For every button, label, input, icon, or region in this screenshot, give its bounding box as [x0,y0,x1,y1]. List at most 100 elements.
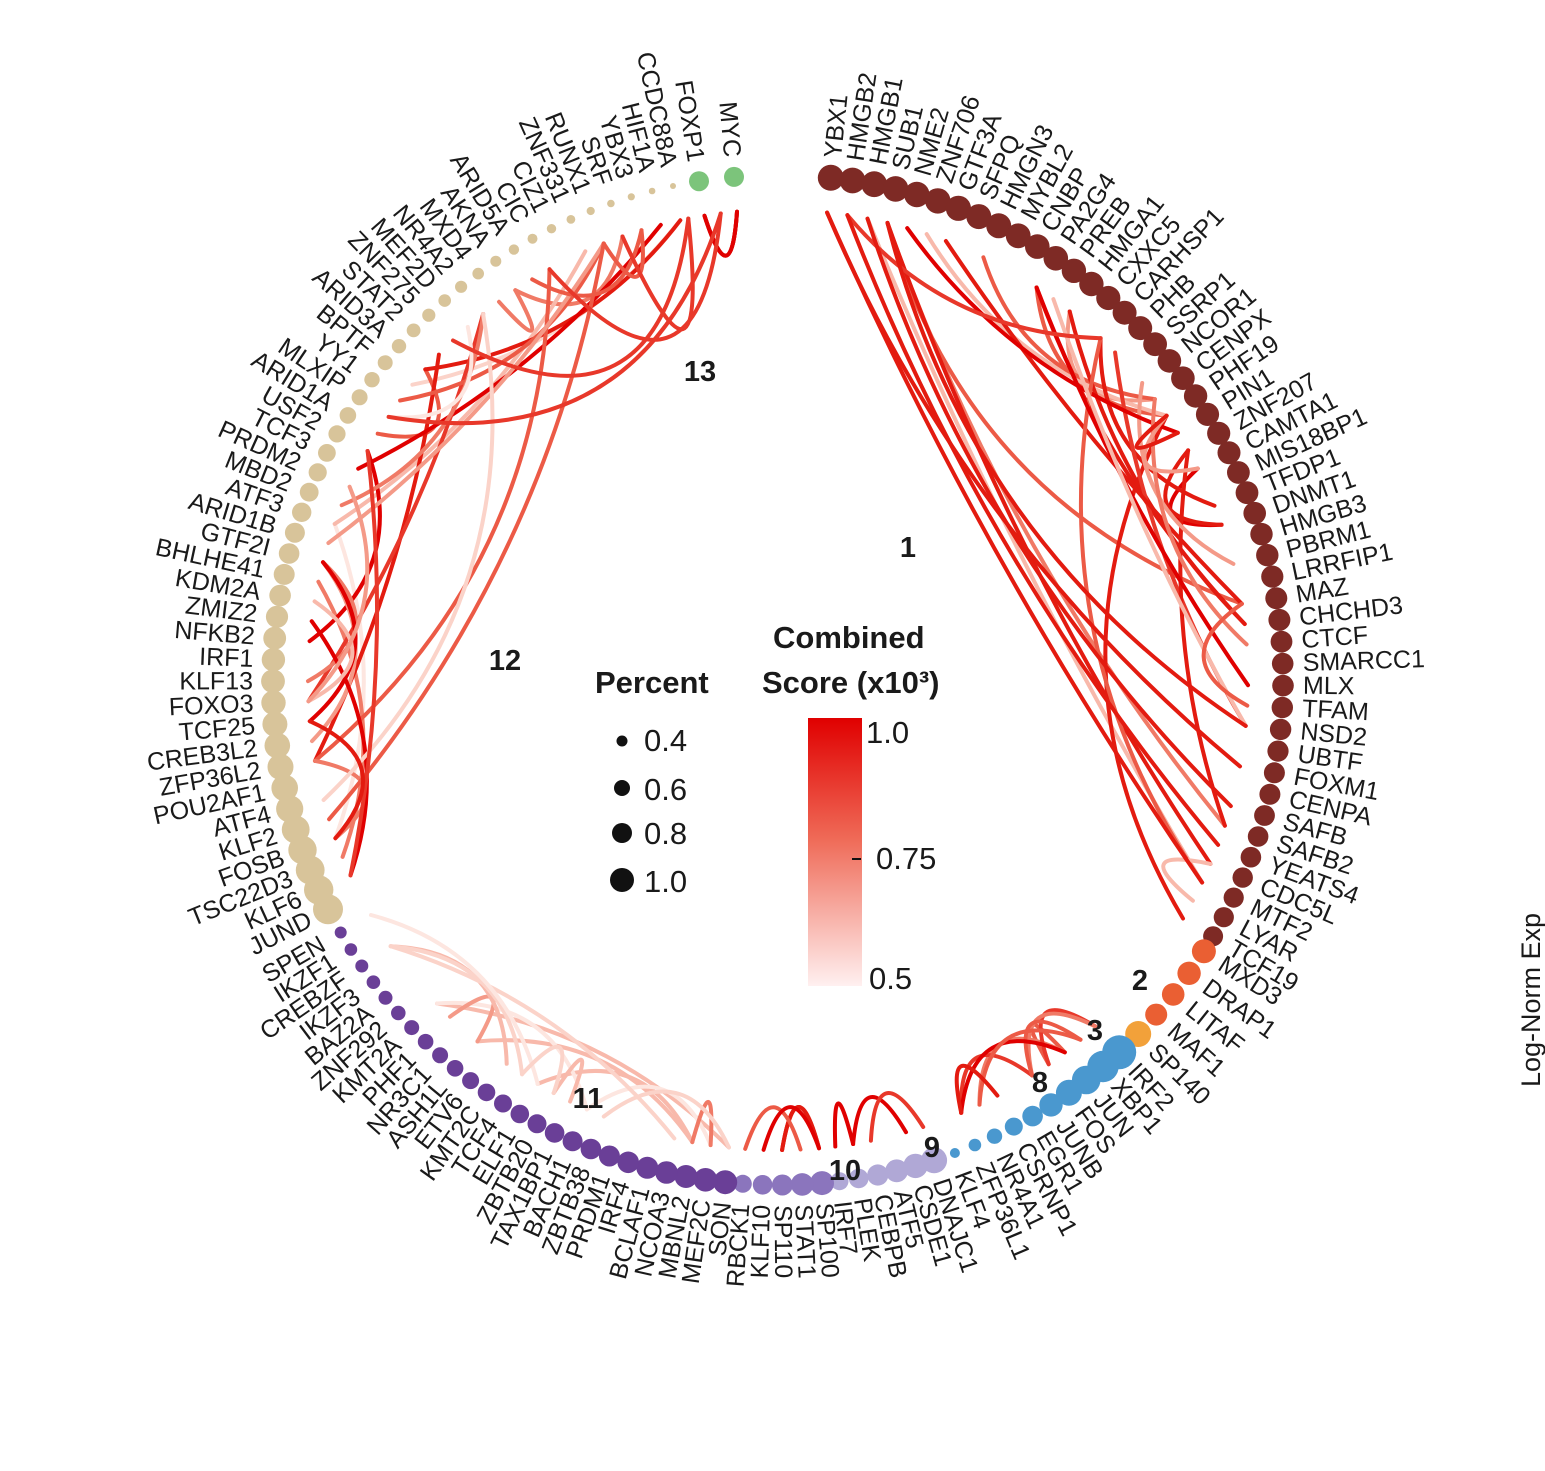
gene-node-tfam [1271,696,1294,719]
gene-node-akna [490,255,502,267]
score-link [551,1057,585,1104]
gene-node-klf13 [261,669,285,694]
gene-node-safb2 [1247,826,1269,847]
gene-node-rbck1 [733,1174,752,1193]
score-link [513,234,625,307]
gene-node-ctcf [1270,630,1293,653]
gene-node-litaf [1161,983,1185,1006]
gene-node-phf19 [1183,384,1208,408]
score-link [959,1053,1035,1115]
gene-node-gtf2i [278,543,300,564]
gene-node-pbrm1 [1256,544,1279,567]
score-link [369,913,540,1086]
score-link [1134,413,1180,450]
score-link [743,1105,803,1152]
gene-label-nsd2: NSD2 [1299,717,1368,751]
gene-node-mbnl2 [674,1165,698,1188]
gene-node-ciz1 [546,224,557,234]
gene-label-rbck1: RBCK1 [722,1203,756,1288]
gene-node-hmgb1 [861,171,888,198]
gene-node-prdm2 [308,463,327,482]
gene-node-arid3a [391,339,407,354]
gene-node-znf706 [925,188,951,214]
gene-node-ybx1 [817,164,844,191]
score-link [423,218,683,372]
gene-node-sp140 [1125,1021,1152,1047]
gene-node-bach1 [562,1131,583,1152]
gene-node-crebzf [355,959,369,973]
gene-node-son [713,1170,738,1195]
score-link [332,249,588,526]
gene-node-elf1 [510,1104,530,1124]
gene-node-sp110 [771,1174,793,1196]
gene-node-plek [848,1168,869,1189]
score-link [601,228,645,279]
gene-node-irf4 [617,1151,639,1174]
gene-node-mlxip [351,389,368,406]
gene-node-mxd3 [1191,939,1216,964]
gene-node-stat1 [790,1173,814,1196]
score-colorbar [808,718,862,986]
score-link [885,220,1248,728]
gene-label-ctcf: CTCF [1300,621,1369,654]
gene-node-zmiz2 [265,605,289,628]
gene-node-ccdc88a [670,183,676,189]
gene-node-chchd3 [1268,608,1291,631]
cluster-number-3: 3 [1087,1015,1103,1047]
score-link [1098,336,1217,508]
gene-node-cnbp [1025,234,1050,259]
score-link [1051,297,1248,728]
score-tick-mid: 0.75 [876,841,936,876]
gene-node-atf3 [292,502,312,522]
gene-node-cebpb [867,1164,889,1186]
gene-node-mlx [1272,674,1294,697]
score-link [601,1089,731,1150]
gene-label-klf10: KLF10 [746,1204,776,1278]
gene-node-egr1 [1022,1105,1043,1127]
gene-node-nr4a1 [986,1128,1003,1144]
gene-node-mef2c [693,1168,718,1192]
gene-nodes [261,164,1294,1196]
gene-node-nme2 [904,181,930,208]
gene-label-nfkb2: NFKB2 [173,616,256,651]
gene-label-myc: MYC [713,100,746,158]
score-link [388,944,524,1077]
score-link [348,449,380,878]
gene-node-kmt2a [404,1020,420,1036]
gene-node-camta1 [1217,441,1241,465]
gene-node-nsd2 [1269,718,1292,741]
score-link [851,1095,908,1146]
gene-node-phb [1128,316,1153,341]
percent-label-0.8: 0.8 [644,816,687,851]
gene-node-spen [334,926,347,939]
gene-node-cic [527,233,538,244]
score-link [954,1063,1000,1115]
gene-node-hmga1 [1079,271,1104,297]
gene-node-junb [1039,1093,1063,1117]
score-link [1137,381,1236,566]
gene-node-stat2 [406,323,421,338]
gene-label-irf7: IRF7 [828,1199,862,1256]
gene-node-ikzf1 [344,943,358,956]
gene-label-mlx: MLX [1303,672,1355,701]
gene-node-myc [724,166,744,187]
gene-node-atf5 [885,1159,909,1183]
gene-node-kdm2a [269,584,291,607]
gene-node-mef2d [438,294,452,307]
gene-node-carhsp1 [1112,300,1137,325]
gene-node-foxo3 [261,690,286,715]
gene-node-ikzf3 [366,975,381,989]
gene-node-pou2af1 [271,774,299,802]
gene-node-tfdp1 [1235,481,1259,505]
percent-dot-1.0 [610,868,634,892]
score-link [535,1069,695,1145]
gene-node-bptf [377,355,393,371]
gene-node-pa2g4 [1043,245,1069,271]
gene-node-zfp36l2 [267,753,294,780]
score-link [1161,857,1213,903]
score-link [825,210,1242,769]
cluster-number-13: 13 [684,356,716,388]
score-link [1178,448,1227,828]
